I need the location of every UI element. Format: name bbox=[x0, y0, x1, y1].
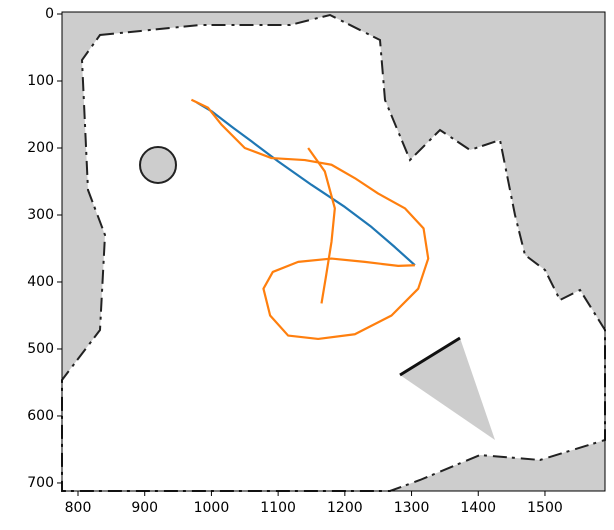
y-tick-label: 600 bbox=[27, 408, 54, 424]
y-tick-label: 700 bbox=[27, 475, 54, 491]
x-tick-label: 800 bbox=[65, 500, 92, 516]
y-tick-label: 500 bbox=[27, 341, 54, 357]
y-tick-label: 300 bbox=[27, 207, 54, 223]
y-tick-label: 0 bbox=[45, 6, 54, 22]
x-tick-label: 1500 bbox=[527, 500, 563, 516]
x-tick-label: 1100 bbox=[260, 500, 296, 516]
y-tick-label: 200 bbox=[27, 140, 54, 156]
x-tick-label: 1400 bbox=[460, 500, 496, 516]
chart: 800 900 1000 1100 1200 1300 1400 1500 0 100 200 300… bbox=[0, 0, 614, 526]
map bbox=[62, 12, 605, 491]
map-obstacle bbox=[140, 147, 176, 183]
x-tick-label: 900 bbox=[131, 500, 158, 516]
y-tick-label: 400 bbox=[27, 274, 54, 290]
x-tick-label: 1200 bbox=[327, 500, 363, 516]
x-tick-label: 1300 bbox=[394, 500, 430, 516]
y-tick-label: 100 bbox=[27, 73, 54, 89]
x-tick-label: 1000 bbox=[194, 500, 230, 516]
